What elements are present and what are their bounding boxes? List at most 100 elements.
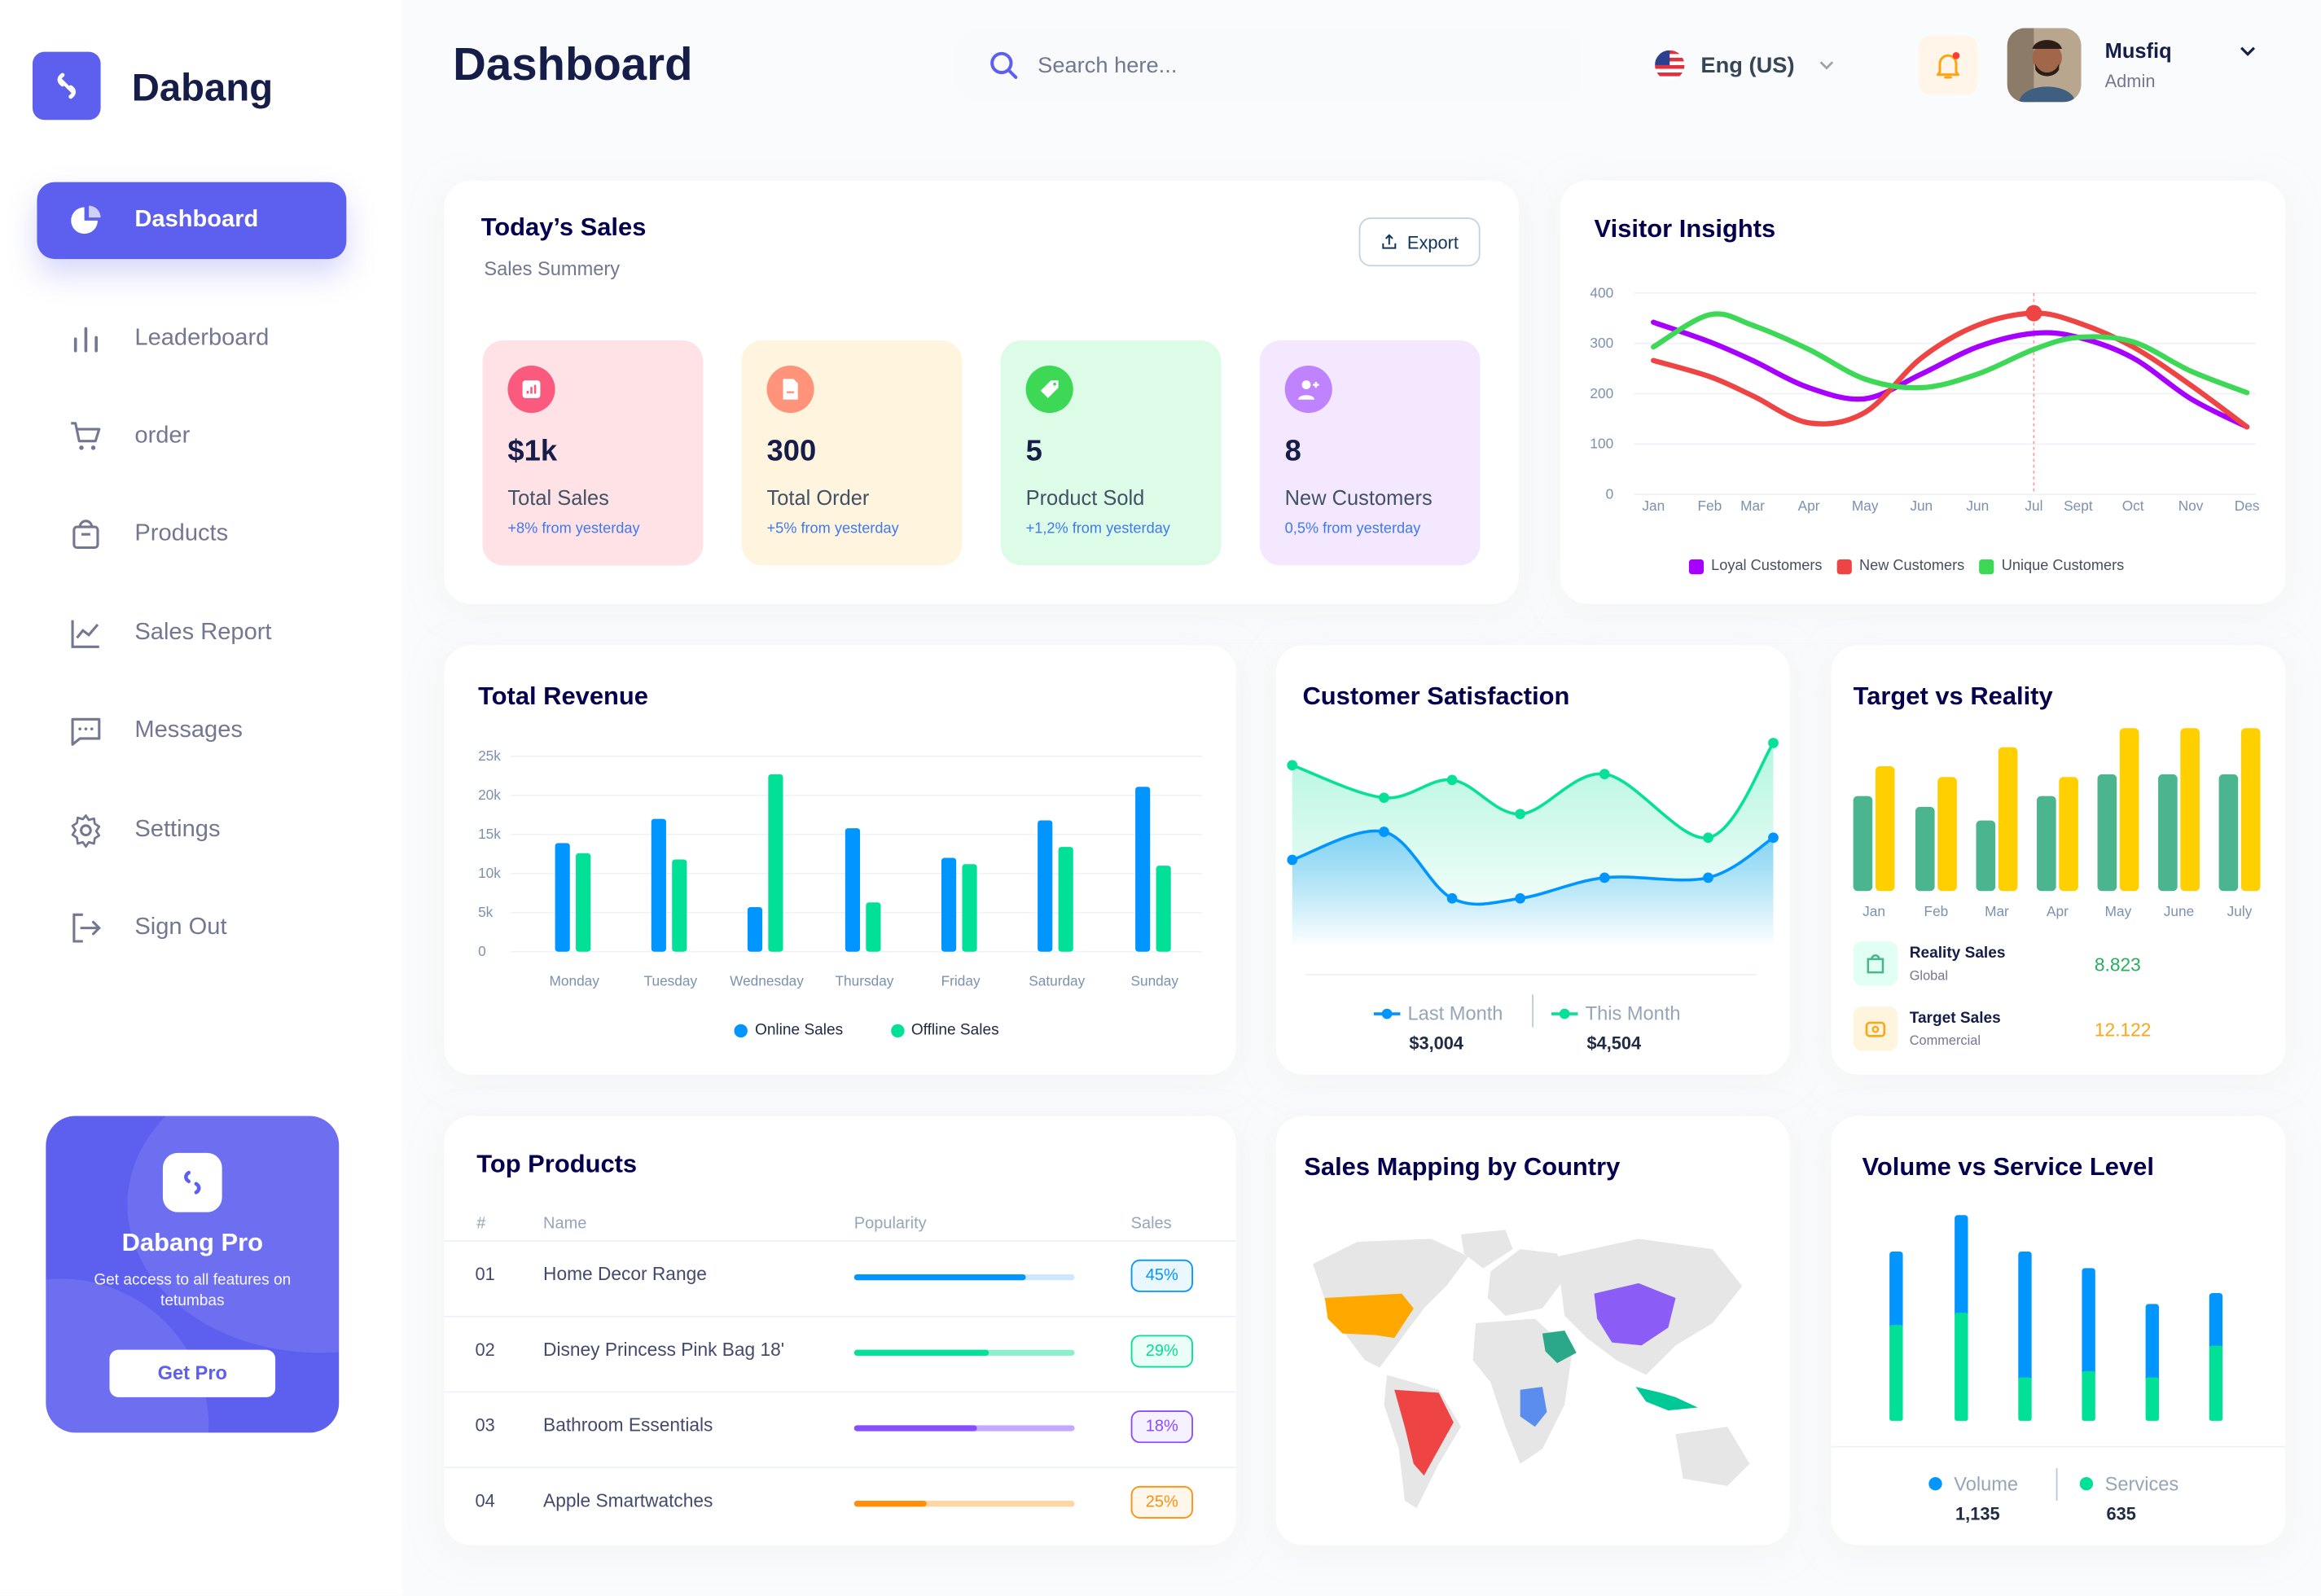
bar-online-sales[interactable]: [747, 907, 763, 952]
language-selector[interactable]: Eng (US): [1655, 50, 1836, 81]
legend-item[interactable]: Services: [2079, 1473, 2178, 1495]
bar-reality-sales[interactable]: [2158, 774, 2178, 892]
sidebar-item-dashboard[interactable]: Dashboard: [37, 182, 347, 260]
data-point[interactable]: [1515, 892, 1526, 904]
legend-item[interactable]: New Customers: [1836, 558, 1964, 574]
bar-services[interactable]: [1955, 1313, 1968, 1421]
data-point[interactable]: [1703, 872, 1713, 884]
bar-target-sales[interactable]: [2240, 728, 2261, 892]
brand-logo[interactable]: [32, 51, 101, 121]
bar-offline-sales[interactable]: [1058, 847, 1073, 952]
data-point[interactable]: [1446, 774, 1458, 786]
sidebar-item-sign-out[interactable]: Sign Out: [37, 889, 346, 967]
bar-offline-sales[interactable]: [1156, 866, 1171, 952]
sidebar-item-leaderboard[interactable]: Leaderboard: [37, 300, 346, 378]
bar-target-sales[interactable]: [1937, 777, 1957, 892]
bar-services[interactable]: [2209, 1345, 2223, 1421]
sidebar-item-sales-report[interactable]: Sales Report: [37, 595, 346, 673]
bar-offline-sales[interactable]: [672, 859, 687, 952]
table-row[interactable]: 04 Apple Smartwatches 25%: [444, 1467, 1236, 1542]
country-china[interactable]: [1594, 1282, 1676, 1346]
data-point[interactable]: [1287, 854, 1298, 866]
legend-item[interactable]: Loyal Customers: [1688, 558, 1823, 575]
country-indonesia[interactable]: [1635, 1387, 1698, 1411]
get-pro-button[interactable]: Get Pro: [109, 1349, 276, 1397]
product-name: Apple Smartwatches: [543, 1490, 713, 1511]
series-subtitle: Commercial: [1909, 1033, 1981, 1048]
bar-services[interactable]: [2018, 1377, 2032, 1421]
bar-services[interactable]: [2145, 1377, 2159, 1421]
data-point[interactable]: [1599, 872, 1610, 884]
data-point[interactable]: [1379, 792, 1389, 804]
table-row[interactable]: 03 Bathroom Essentials 18%: [444, 1391, 1236, 1467]
bar-online-sales[interactable]: [555, 843, 570, 952]
data-point[interactable]: [1768, 832, 1779, 844]
bar-services[interactable]: [2082, 1370, 2095, 1421]
bar-volume[interactable]: [2209, 1293, 2223, 1350]
legend-swatch: [1688, 559, 1705, 574]
legend-item[interactable]: This Month: [1551, 1002, 1681, 1024]
bar-target-sales[interactable]: [2180, 728, 2200, 892]
bar-offline-sales[interactable]: [768, 774, 783, 952]
bar-volume[interactable]: [2145, 1304, 2159, 1382]
legend-item[interactable]: Unique Customers: [1979, 558, 2124, 574]
bar-volume[interactable]: [1889, 1251, 1903, 1330]
bar-reality-sales[interactable]: [1915, 806, 1935, 892]
sidebar-item-products[interactable]: Products: [37, 496, 346, 573]
export-button[interactable]: Export: [1358, 217, 1481, 267]
bar-target-sales[interactable]: [2059, 777, 2078, 892]
country-brazil[interactable]: [1394, 1389, 1454, 1476]
bar-reality-sales[interactable]: [2218, 774, 2239, 892]
country-usa[interactable]: [1324, 1293, 1414, 1339]
country-saudi-arabia[interactable]: [1542, 1331, 1577, 1364]
bar-offline-sales[interactable]: [962, 864, 977, 952]
bar-reality-sales[interactable]: [1853, 796, 1873, 892]
bar-online-sales[interactable]: [941, 857, 957, 952]
legend-item[interactable]: Volume: [1928, 1473, 2018, 1495]
bar-target-sales[interactable]: [1875, 765, 1895, 892]
bar-offline-sales[interactable]: [576, 853, 591, 952]
bar-volume[interactable]: [1955, 1215, 1968, 1318]
bar-online-sales[interactable]: [1038, 820, 1053, 952]
total-revenue-chart: 0 5k 10k 15k 20k 25k Monday Tuesday Wednesday Thu…: [478, 748, 1202, 989]
legend-item[interactable]: Last Month: [1373, 1002, 1503, 1024]
data-point[interactable]: [1703, 832, 1713, 844]
user-menu-chevron-icon[interactable]: [2238, 42, 2257, 61]
world-map[interactable]: [1298, 1227, 1772, 1524]
search-bar[interactable]: [954, 29, 1582, 101]
bar-volume[interactable]: [2018, 1251, 2032, 1382]
bar-target-sales[interactable]: [1998, 747, 2018, 892]
data-point[interactable]: [1379, 826, 1389, 837]
y-tick-label: 5k: [478, 904, 494, 920]
bar-target-sales[interactable]: [2119, 728, 2139, 892]
legend-label: This Month: [1585, 1002, 1681, 1024]
data-point[interactable]: [1446, 892, 1458, 904]
data-point[interactable]: [1768, 738, 1779, 748]
highlight-point[interactable]: [2025, 305, 2042, 322]
sidebar-item-messages[interactable]: Messages: [37, 693, 346, 770]
bar-services[interactable]: [1889, 1325, 1903, 1421]
sidebar-item-settings[interactable]: Settings: [37, 791, 346, 869]
table-row[interactable]: 02 Disney Princess Pink Bag 18' 29%: [444, 1315, 1236, 1392]
bar-reality-sales[interactable]: [1976, 820, 1996, 892]
data-point[interactable]: [1515, 809, 1526, 820]
avatar[interactable]: [2007, 28, 2082, 103]
data-point[interactable]: [1599, 769, 1610, 779]
country-dr-congo[interactable]: [1520, 1387, 1547, 1427]
legend-item[interactable]: Online Sales: [734, 1021, 843, 1039]
search-input[interactable]: [1038, 52, 1542, 78]
bar-offline-sales[interactable]: [866, 902, 881, 952]
bar-online-sales[interactable]: [1135, 787, 1151, 952]
legend-label: Loyal Customers: [1711, 558, 1823, 575]
bar-volume[interactable]: [2082, 1268, 2095, 1376]
bar-reality-sales[interactable]: [2037, 796, 2056, 892]
legend-item[interactable]: Offline Sales: [890, 1021, 999, 1039]
table-row[interactable]: 01 Home Decor Range 45%: [444, 1240, 1236, 1316]
data-point[interactable]: [1287, 760, 1298, 771]
notification-button[interactable]: [1918, 35, 1978, 95]
bar-reality-sales[interactable]: [2097, 774, 2117, 892]
x-tick-label: Sept: [2064, 498, 2093, 514]
sidebar-item-order[interactable]: order: [37, 398, 346, 476]
bar-online-sales[interactable]: [651, 818, 666, 952]
bar-online-sales[interactable]: [845, 828, 861, 952]
